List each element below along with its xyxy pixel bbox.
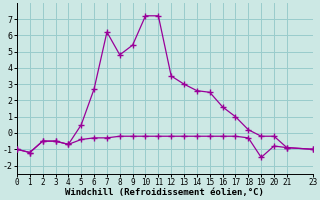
X-axis label: Windchill (Refroidissement éolien,°C): Windchill (Refroidissement éolien,°C) bbox=[65, 188, 264, 197]
